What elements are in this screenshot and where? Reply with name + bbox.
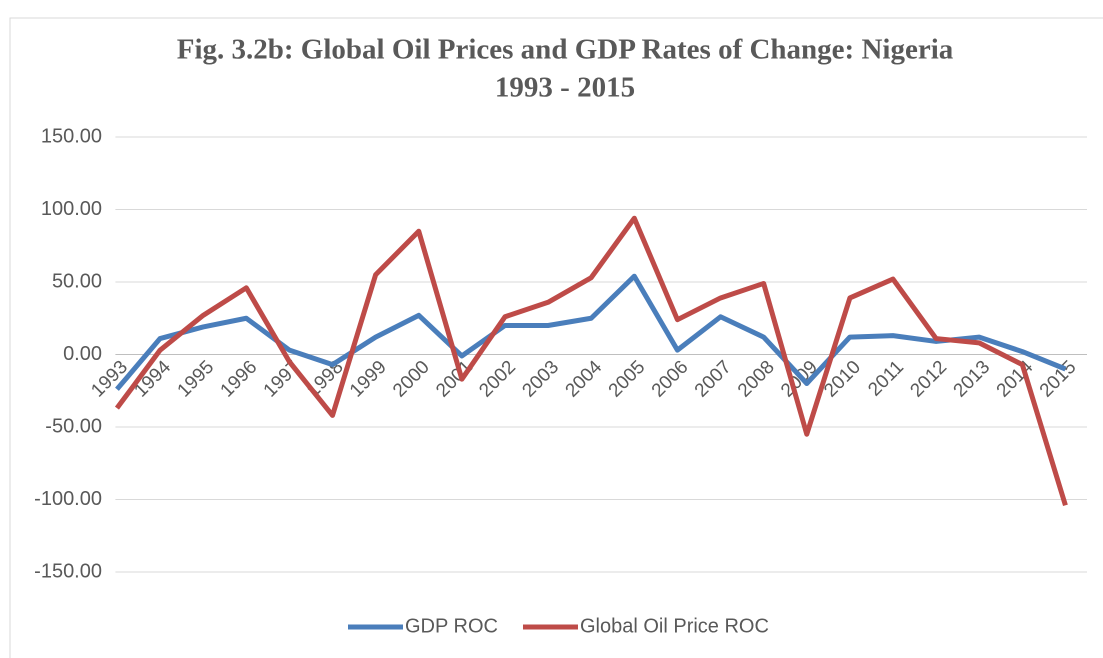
- x-tick-label: 2003: [518, 357, 563, 402]
- y-tick-label: 50.00: [52, 270, 102, 292]
- y-tick-label: 150.00: [41, 125, 102, 147]
- x-tick-label: 2002: [475, 357, 520, 402]
- y-tick-label: 0.00: [63, 343, 102, 365]
- y-tick-label: -50.00: [45, 415, 102, 437]
- x-tick-label: 2000: [389, 357, 434, 402]
- chart-title: 1993 - 2015: [495, 72, 635, 104]
- x-tick-label: 2008: [734, 357, 779, 402]
- x-tick-label: 2006: [648, 357, 693, 402]
- x-tick-label: 1996: [217, 357, 262, 402]
- chart-frame: [9, 17, 1103, 658]
- x-tick-label: 1999: [346, 357, 391, 402]
- y-tick-label: 100.00: [41, 198, 102, 220]
- x-tick-label: 2013: [950, 357, 995, 402]
- x-tick-label: 2011: [864, 357, 908, 401]
- x-tick-label: 2004: [562, 356, 607, 401]
- chart-title: Fig. 3.2b: Global Oil Prices and GDP Rat…: [177, 34, 954, 66]
- x-tick-label: 1997: [260, 357, 305, 402]
- x-tick-label: 2007: [691, 357, 736, 402]
- series-line: [114, 215, 1068, 507]
- y-tick-label: -150.00: [34, 560, 102, 582]
- legend-label: Global Oil Price ROC: [580, 615, 769, 637]
- x-tick-label: 1995: [174, 357, 219, 402]
- x-tick-label: 2012: [906, 357, 951, 402]
- legend-label: GDP ROC: [405, 615, 498, 637]
- y-tick-label: -100.00: [34, 488, 102, 510]
- x-tick-label: 2005: [605, 357, 650, 402]
